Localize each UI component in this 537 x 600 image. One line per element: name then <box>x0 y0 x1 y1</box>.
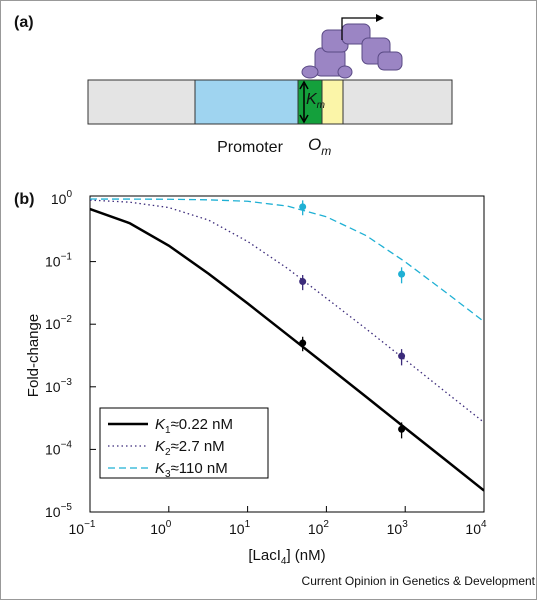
x-tick-label: 101 <box>229 519 251 537</box>
legend-label: K3≈110 nM <box>155 460 228 480</box>
data-point <box>398 425 406 433</box>
x-tick-label-exp: 0 <box>166 519 172 530</box>
axes-frame <box>89 195 485 513</box>
x-label-main: [LacI <box>248 547 281 564</box>
y-tick-label-base: 10 <box>45 254 61 270</box>
x-tick-label: 103 <box>387 519 409 537</box>
km-symbol: K <box>306 91 318 108</box>
x-tick-label-base: 10 <box>150 521 166 537</box>
legend-text: ≈0.22 nM <box>171 416 233 433</box>
operator-label: Om <box>308 135 331 158</box>
y-tick-label-base: 10 <box>45 504 61 520</box>
legend-symbol: K <box>155 438 166 455</box>
legend-label: K1≈0.22 nM <box>155 416 233 436</box>
y-tick-label: 10−1 <box>45 252 72 270</box>
promoter-label: Promoter <box>217 139 283 156</box>
y-axis-label: Fold-change <box>25 314 42 397</box>
operator-sub: m <box>321 144 331 158</box>
x-label-sub: 4 <box>281 556 287 567</box>
legend-box <box>99 407 269 479</box>
data-point <box>398 352 406 360</box>
y-tick-label: 100 <box>51 189 73 207</box>
x-tick-label-exp: 2 <box>323 519 329 530</box>
legend-symbol: K <box>155 416 166 433</box>
operator-symbol: O <box>308 135 321 154</box>
legend-text: ≈2.7 nM <box>171 438 225 455</box>
x-tick-label-base: 10 <box>69 521 85 537</box>
x-label-rest: ] (nM) <box>286 547 325 564</box>
panel-label: (b) <box>14 191 34 208</box>
x-tick-label: 104 <box>465 519 487 537</box>
y-tick-label: 10−3 <box>45 377 72 395</box>
x-tick-label: 10−1 <box>69 519 96 537</box>
data-point <box>299 339 307 347</box>
legend-label: K2≈2.7 nM <box>155 438 225 458</box>
y-tick-label-base: 10 <box>45 441 61 457</box>
x-tick-label-exp: 1 <box>245 519 251 530</box>
y-tick-label-base: 10 <box>45 379 61 395</box>
data-point <box>299 278 307 286</box>
km-sub: m <box>317 100 325 111</box>
x-tick-label-base: 10 <box>308 521 324 537</box>
legend-symbol: K <box>155 460 166 477</box>
legend-sub: 1 <box>165 425 171 436</box>
y-tick-label-exp: −5 <box>61 502 73 513</box>
dna <box>87 79 453 125</box>
y-tick-label-base: 10 <box>45 316 61 332</box>
km-label: Km <box>306 91 325 111</box>
y-tick-label-base: 10 <box>51 191 67 207</box>
curve <box>90 207 484 492</box>
x-tick-label-base: 10 <box>465 521 481 537</box>
tss-arrow <box>341 17 376 40</box>
x-tick-label: 100 <box>150 519 172 537</box>
y-tick-label-exp: −3 <box>61 377 73 388</box>
data-point <box>299 203 307 211</box>
x-tick-label-exp: −1 <box>84 519 96 530</box>
legend-sub: 2 <box>165 447 171 458</box>
x-axis-label: [LacI4] (nM) <box>248 547 325 567</box>
y-tick-label: 10−5 <box>45 502 72 520</box>
y-tick-label-exp: −1 <box>61 252 73 263</box>
y-tick-label-exp: 0 <box>66 189 72 200</box>
footer: Current Opinion in Genetics & Developmen… <box>302 574 536 588</box>
data-point <box>398 270 406 278</box>
y-tick-label-exp: −4 <box>61 439 73 450</box>
x-tick-label-base: 10 <box>387 521 403 537</box>
y-tick-label: 10−4 <box>45 439 72 457</box>
y-tick-label-exp: −2 <box>61 314 73 325</box>
x-tick-label-exp: 4 <box>481 519 487 530</box>
x-tick-label: 102 <box>308 519 330 537</box>
legend-text: ≈110 nM <box>171 460 228 477</box>
arrow-head <box>376 14 384 22</box>
panel-label: (a) <box>14 14 34 31</box>
legend-sub: 3 <box>165 469 171 480</box>
curve <box>90 198 484 323</box>
y-tick-label: 10−2 <box>45 314 72 332</box>
x-tick-label-base: 10 <box>229 521 245 537</box>
x-tick-label-exp: 3 <box>402 519 408 530</box>
